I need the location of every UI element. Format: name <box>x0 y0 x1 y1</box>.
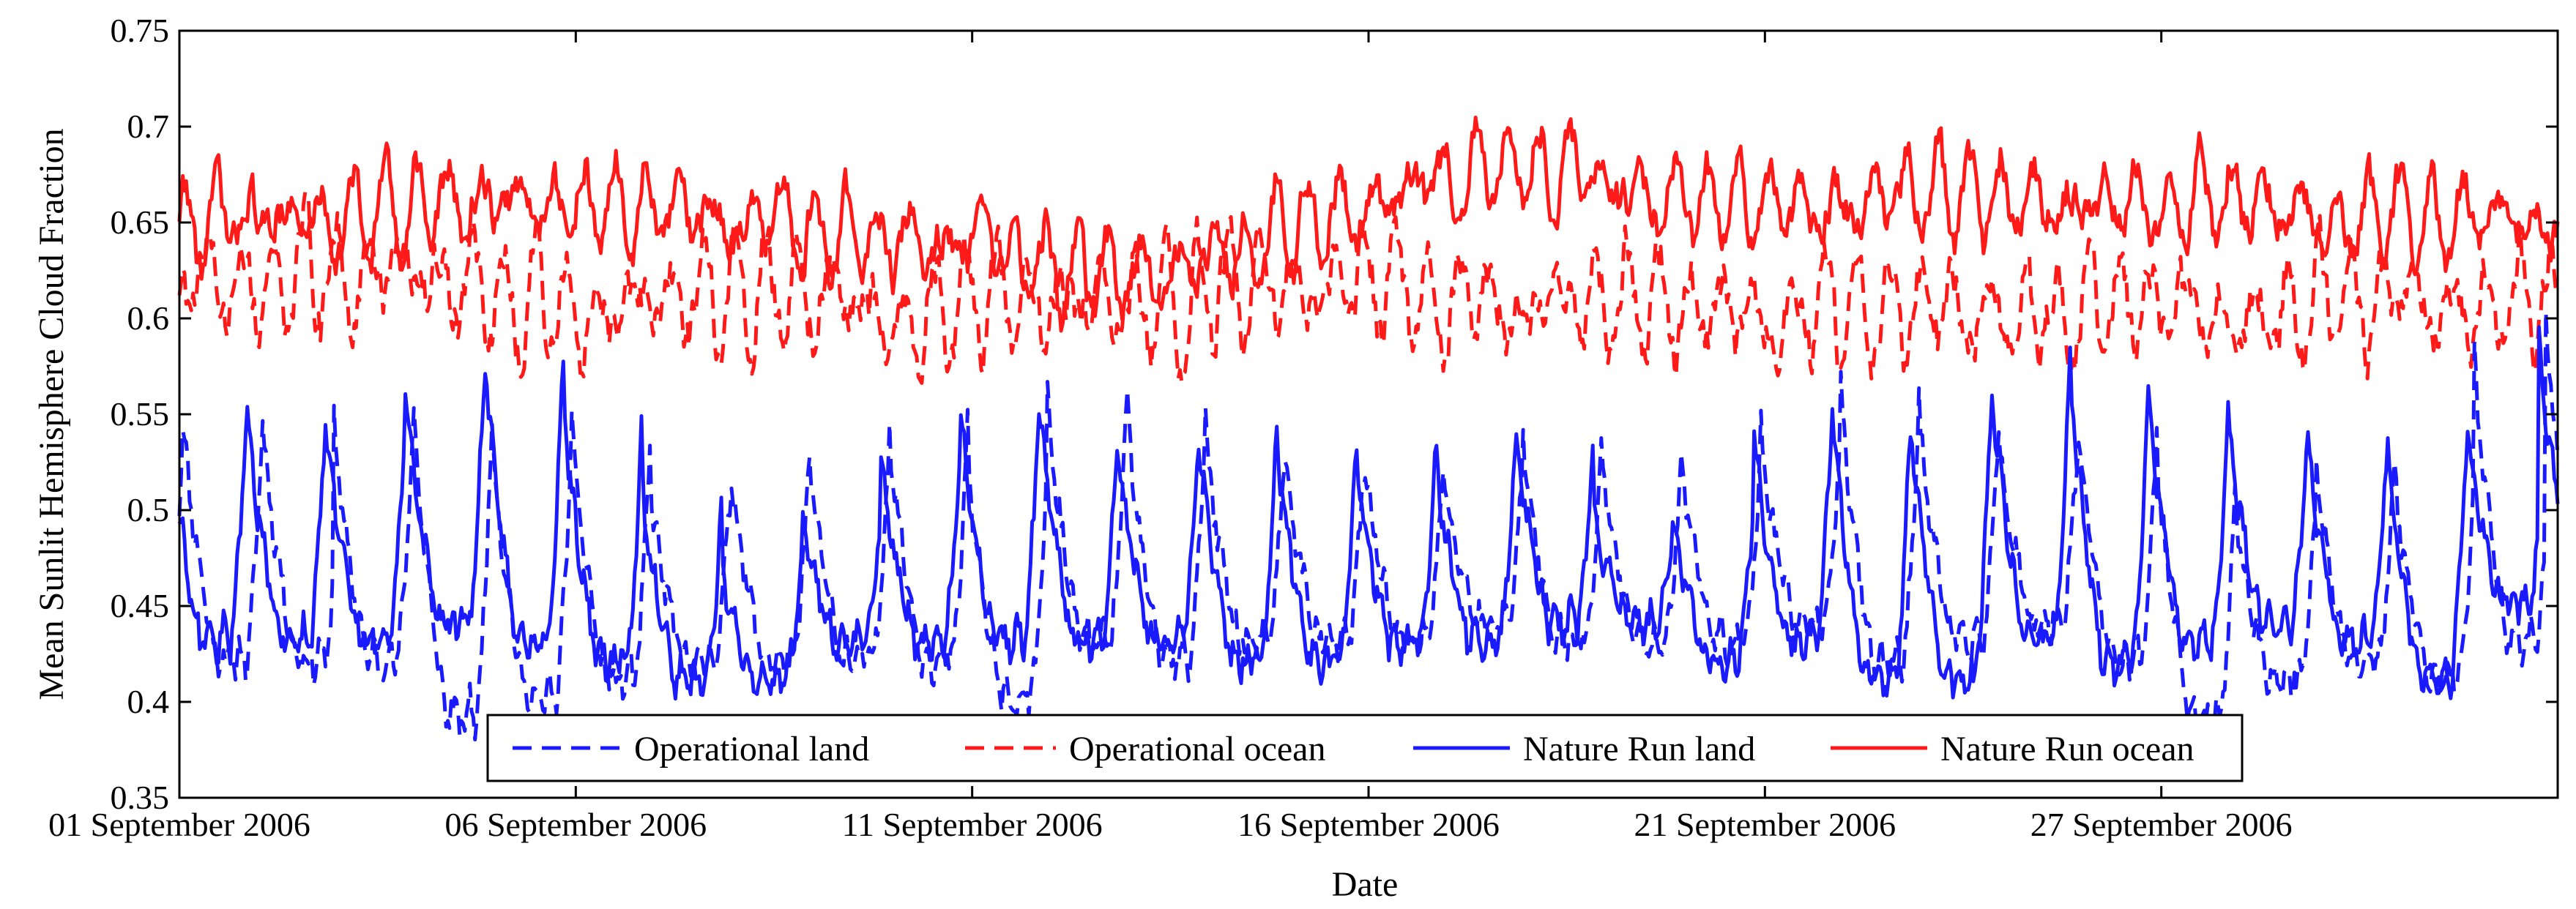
x-tick-label: 16 September 2006 <box>1237 806 1500 843</box>
y-axis-title: Mean Sunlit Hemisphere Cloud Fraction <box>32 128 71 700</box>
x-tick-label: 27 September 2006 <box>2030 806 2293 843</box>
legend-label-nature-run-land: Nature Run land <box>1523 730 1755 768</box>
y-axis: 0.35 0.4 0.45 0.5 0.55 0.6 0.65 0.7 0.75 <box>111 12 2558 816</box>
x-axis: 01 September 2006 06 September 2006 11 Sep… <box>48 31 2293 843</box>
y-tick-label: 0.6 <box>127 299 170 337</box>
series-nature-run-ocean <box>177 116 2560 333</box>
x-tick-label: 21 September 2006 <box>1634 806 1896 843</box>
y-tick-label: 0.65 <box>111 203 170 241</box>
series-layer <box>177 116 2560 741</box>
y-tick-label: 0.5 <box>127 491 170 528</box>
y-tick-label: 0.75 <box>111 12 170 49</box>
legend-label-operational-land: Operational land <box>634 730 869 768</box>
x-tick-label: 01 September 2006 <box>48 806 310 843</box>
legend: Operational land Operational ocean Natur… <box>486 714 2244 782</box>
x-axis-title: Date <box>1332 865 1399 904</box>
x-tick-label: 06 September 2006 <box>444 806 707 843</box>
y-tick-label: 0.45 <box>111 587 170 624</box>
x-tick-label: 11 September 2006 <box>842 806 1103 843</box>
y-tick-label: 0.4 <box>127 683 170 720</box>
y-tick-label: 0.35 <box>111 779 170 816</box>
series-operational-ocean <box>177 190 2560 389</box>
legend-label-operational-ocean: Operational ocean <box>1069 730 1325 768</box>
y-tick-label: 0.55 <box>111 395 170 433</box>
legend-box <box>486 714 2244 782</box>
series-nature-run-land <box>177 325 2560 701</box>
y-tick-label: 0.7 <box>127 108 170 145</box>
legend-label-nature-run-ocean: Nature Run ocean <box>1940 730 2195 768</box>
